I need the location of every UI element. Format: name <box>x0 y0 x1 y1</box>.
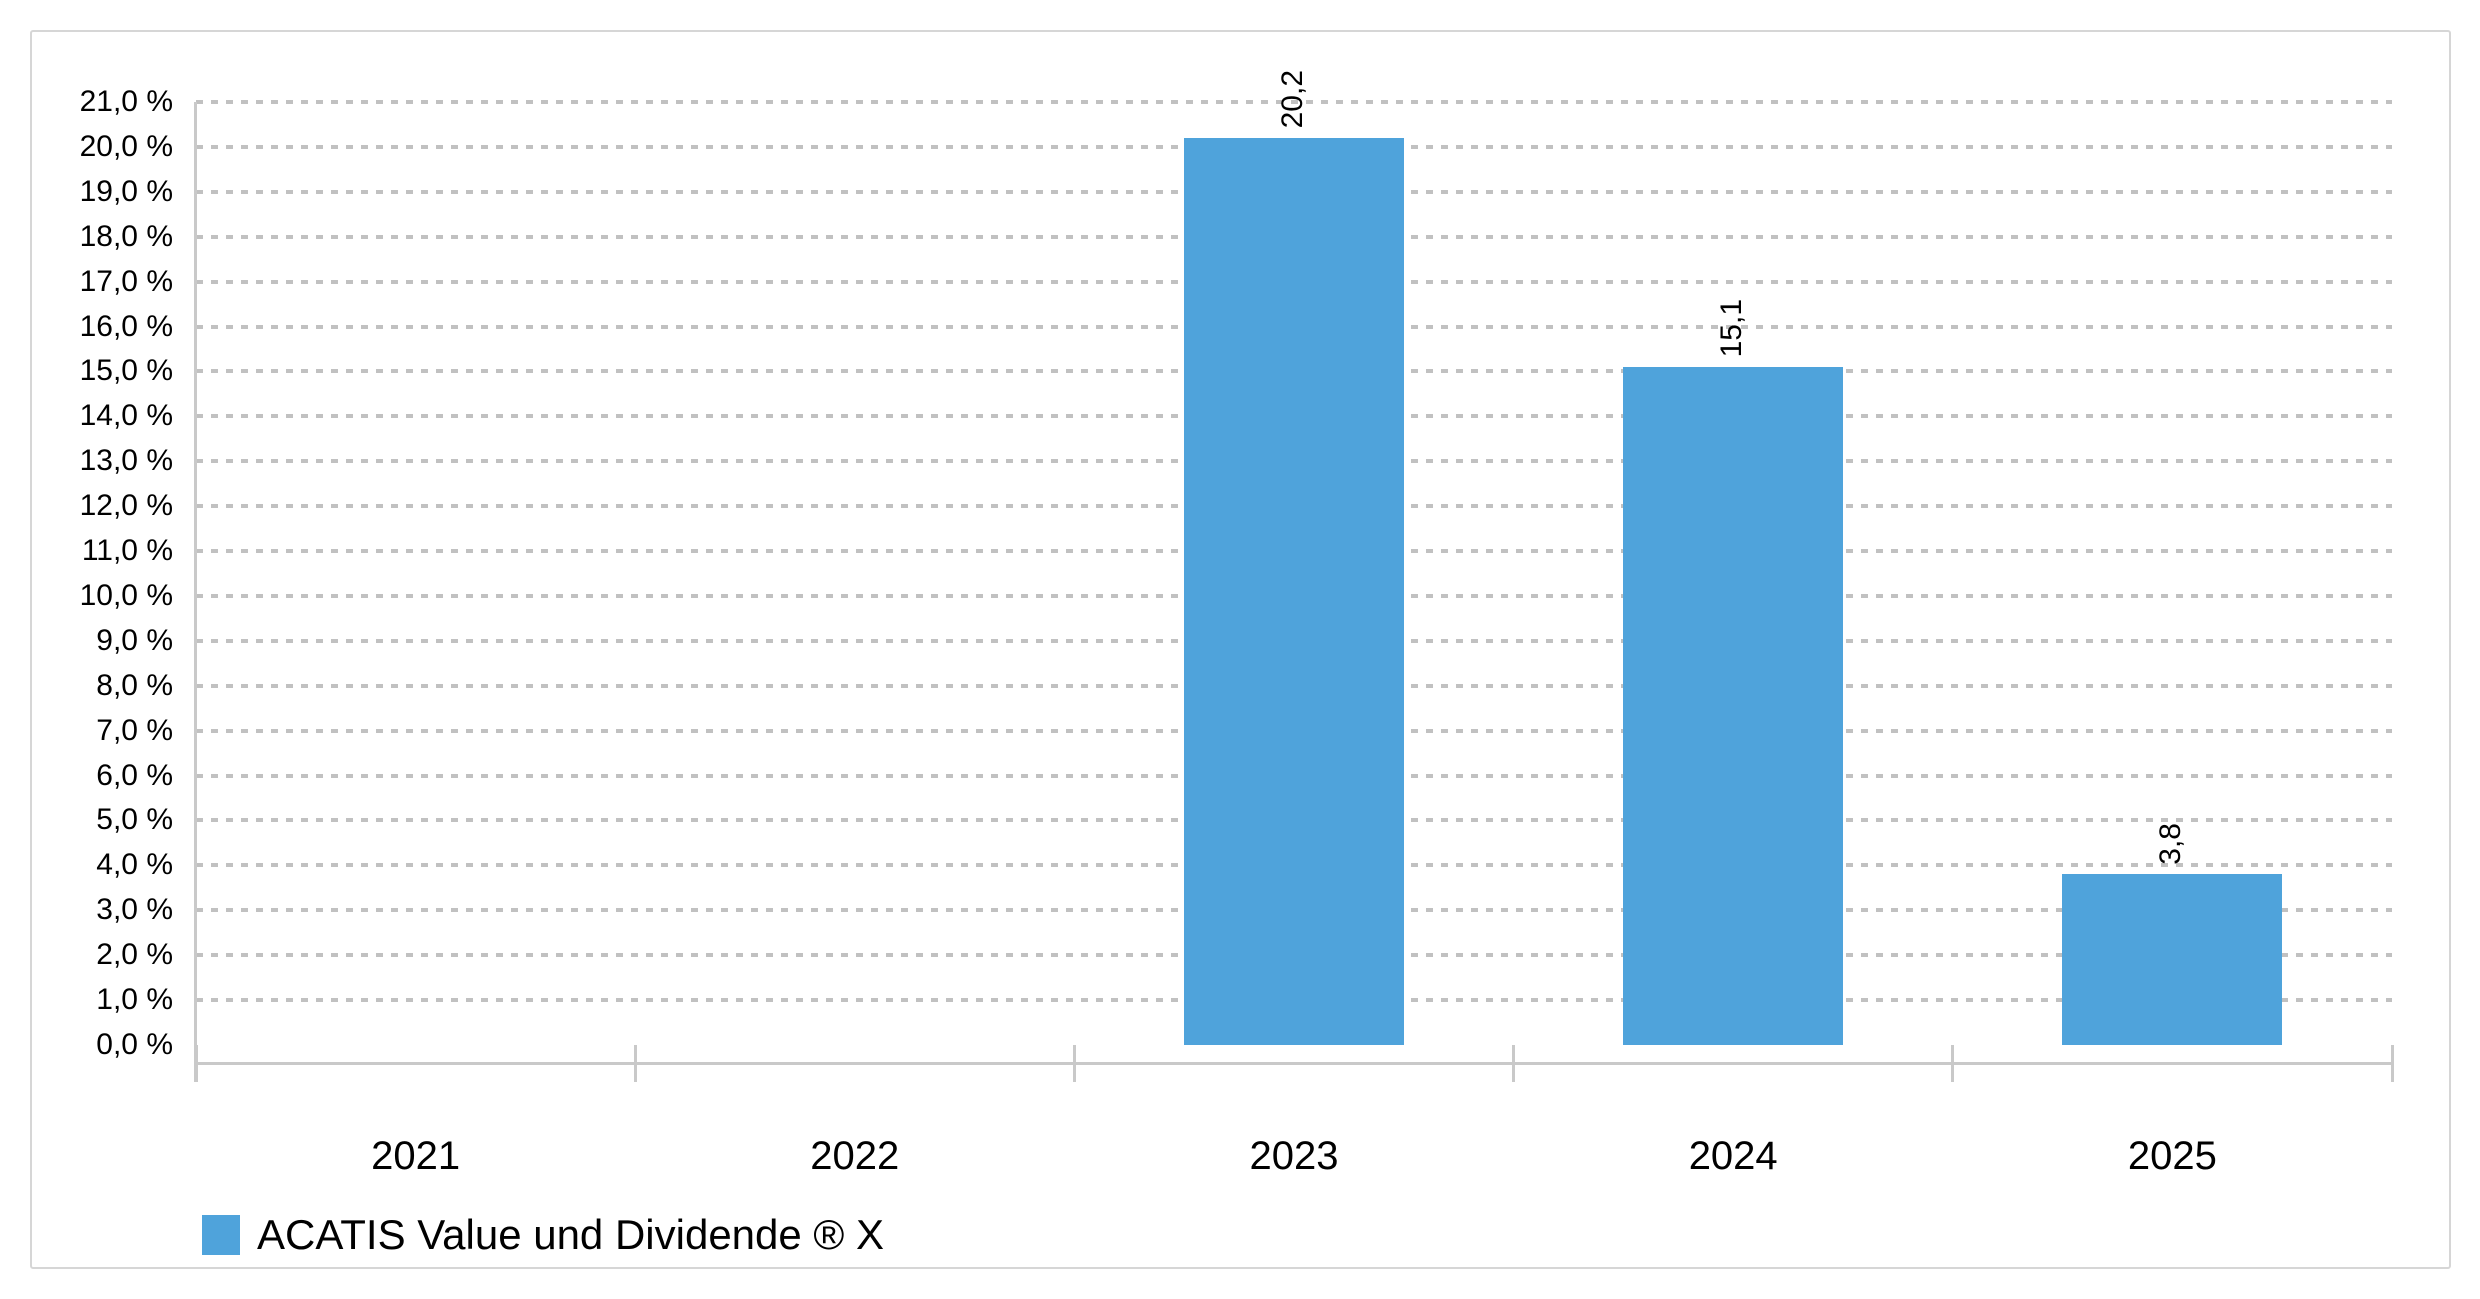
y-axis-tick-label: 0,0 % <box>96 1028 173 1061</box>
y-axis-tick-label: 10,0 % <box>79 578 173 612</box>
y-axis-tick-label: 20,0 % <box>79 129 173 163</box>
y-axis-tick-label: 8,0 % <box>96 668 173 702</box>
y-axis-tick-label: 6,0 % <box>96 758 173 792</box>
y-axis-tick-label: 18,0 % <box>79 219 173 253</box>
y-axis-tick-label: 15,0 % <box>79 354 173 388</box>
y-axis-tick-label: 11,0 % <box>81 534 173 568</box>
legend-item[interactable]: ACATIS Value und Dividende ® X <box>202 1212 884 1258</box>
y-axis-tick-label: 14,0 % <box>79 399 173 433</box>
x-axis-tick <box>194 1045 198 1082</box>
x-axis-line <box>194 1062 2394 1065</box>
bar-value-label: 15,1 <box>1715 298 1749 357</box>
bar-2025[interactable] <box>2062 874 2283 1045</box>
x-axis-tick <box>1951 1045 1955 1082</box>
bar-2023[interactable] <box>1184 137 1404 1045</box>
bar-value-label: 20,2 <box>1276 69 1309 128</box>
y-axis-tick-label: 7,0 % <box>96 713 173 747</box>
y-axis-tick-label: 1,0 % <box>96 983 173 1017</box>
y-axis-tick-label: 4,0 % <box>96 848 173 882</box>
x-axis-label-2022: 2022 <box>810 1134 900 1178</box>
y-axis-line <box>194 102 197 1082</box>
bar-2024[interactable] <box>1623 366 1844 1045</box>
legend-color-swatch <box>202 1215 240 1255</box>
y-axis-tick-label: 12,0 % <box>79 489 173 523</box>
y-axis-tick-label: 2,0 % <box>96 938 173 972</box>
x-axis-tick <box>1072 1045 1076 1082</box>
x-axis-label-2021: 2021 <box>371 1134 461 1178</box>
performance-bar-chart: 20,2 15,1 3,8 ACATIS Value und Dividende ®… <box>30 30 2451 1269</box>
gridline <box>196 100 2392 104</box>
y-axis-tick-label: 3,0 % <box>96 893 173 927</box>
plot-area: 20,2 15,1 3,8 <box>196 70 2392 1045</box>
legend-series-label: ACATIS Value und Dividende ® X <box>257 1211 885 1258</box>
x-axis-tick <box>633 1045 637 1082</box>
x-axis-label-2024: 2024 <box>1688 1134 1778 1178</box>
y-axis-tick-label: 13,0 % <box>79 444 173 478</box>
x-axis-tick <box>1512 1045 1516 1082</box>
y-axis-tick-label: 9,0 % <box>96 623 173 657</box>
y-axis-tick-label: 16,0 % <box>79 309 173 343</box>
y-axis-tick-label: 21,0 % <box>79 85 173 118</box>
x-axis-label-2025: 2025 <box>2127 1134 2217 1178</box>
bar-value-label: 3,8 <box>2154 822 2188 865</box>
x-axis-tick <box>2390 1045 2394 1082</box>
y-axis-tick-label: 17,0 % <box>79 264 173 298</box>
y-axis-tick-label: 19,0 % <box>79 174 173 208</box>
y-axis-tick-label: 5,0 % <box>96 803 173 837</box>
x-axis-label-2023: 2023 <box>1249 1134 1339 1178</box>
